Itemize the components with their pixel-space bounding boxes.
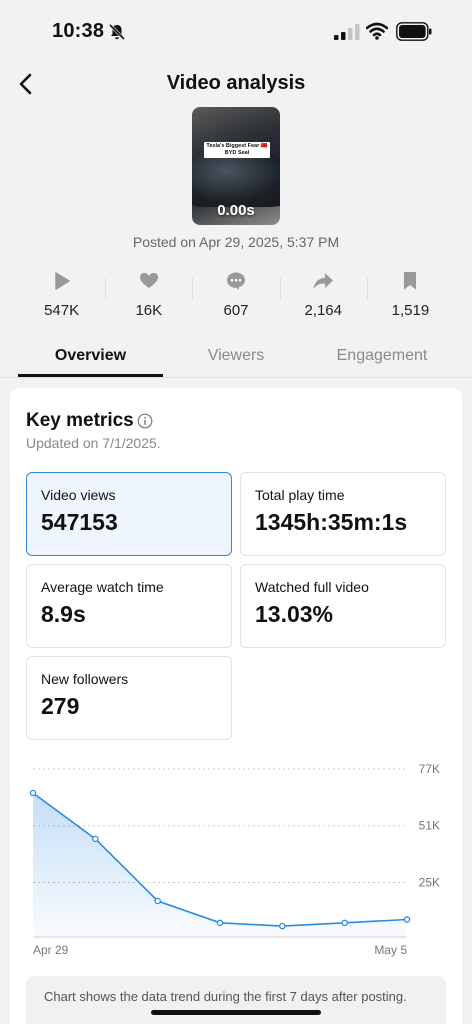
active-tab-indicator <box>18 374 163 377</box>
metric-new-followers[interactable]: New followers 279 <box>26 656 232 740</box>
key-metrics-updated: Updated on 7/1/2025. <box>26 435 161 451</box>
views-trend-chart: 25K 51K 77K Apr 29 May 5 <box>29 762 440 957</box>
metric-watched-full-video[interactable]: Watched full video 13.03% <box>240 564 446 648</box>
bell-off-icon <box>108 23 126 41</box>
metric-label: New followers <box>41 671 129 687</box>
tab-engagement[interactable]: Engagement <box>336 347 428 364</box>
x-tick-label: May 5 <box>374 943 407 957</box>
x-tick-label: Apr 29 <box>33 943 69 957</box>
chart-point <box>403 916 411 923</box>
tab-bar: Overview Viewers Engagement <box>0 334 472 378</box>
chart-point <box>341 919 348 927</box>
status-time: 10:38 <box>52 20 105 42</box>
stat-value: 607 <box>223 302 249 319</box>
y-tick-label: 51K <box>419 819 440 833</box>
stat-likes: 16K <box>105 268 192 324</box>
stat-shares: 2,164 <box>279 268 367 324</box>
chart-point <box>154 897 161 905</box>
navigation-bar: Video analysis <box>0 60 472 108</box>
metric-average-watch-time[interactable]: Average watch time 8.9s <box>26 564 232 648</box>
status-bar: 10:38 <box>0 0 472 60</box>
metric-label: Average watch time <box>41 579 164 595</box>
video-thumbnail[interactable]: Tesla's Biggest Fear 🇨🇳 BYD Seal 0.00s <box>192 107 280 225</box>
metric-value: 279 <box>41 693 80 719</box>
thumbnail-caption: Tesla's Biggest Fear 🇨🇳 BYD Seal <box>204 142 270 158</box>
video-duration: 0.00s <box>217 202 255 219</box>
chart-note: Chart shows the data trend during the fi… <box>26 976 446 1024</box>
chart-area-fill <box>33 793 407 937</box>
home-indicator <box>151 1010 321 1015</box>
stat-value: 1,519 <box>391 302 430 319</box>
metric-video-views[interactable]: Video views 547153 <box>26 472 232 556</box>
metric-label: Watched full video <box>255 579 369 595</box>
play-icon <box>54 272 70 290</box>
stat-saves: 1,519 <box>366 268 454 324</box>
stat-views: 547K <box>18 268 105 324</box>
chevron-left-icon <box>19 73 32 95</box>
stats-row: 547K 16K 607 2,164 1,519 <box>18 268 454 324</box>
posted-date: Posted on Apr 29, 2025, 5:37 PM <box>132 234 340 250</box>
chart-point <box>92 835 99 843</box>
stat-comments: 607 <box>192 268 279 324</box>
bookmark-icon <box>404 272 417 290</box>
tab-viewers[interactable]: Viewers <box>207 347 265 364</box>
stat-value: 547K <box>44 302 80 319</box>
metric-value: 8.9s <box>41 601 86 627</box>
stat-value: 16K <box>135 302 163 319</box>
tab-overview[interactable]: Overview <box>54 347 127 364</box>
share-icon <box>313 273 334 289</box>
chart-point <box>279 922 286 930</box>
back-button[interactable] <box>10 68 42 100</box>
metric-value: 1345h:35m:1s <box>255 509 408 535</box>
heart-icon <box>139 273 158 288</box>
chart-point <box>216 919 224 927</box>
battery-icon <box>396 22 432 41</box>
cellular-signal-icon <box>334 24 360 40</box>
comment-icon <box>227 272 245 290</box>
metric-label: Total play time <box>255 487 345 503</box>
metric-label: Video views <box>41 487 116 503</box>
wifi-icon <box>366 22 388 40</box>
metric-value: 13.03% <box>255 601 334 627</box>
info-icon[interactable] <box>137 413 153 429</box>
page-title: Video analysis <box>166 72 306 94</box>
metric-total-play-time[interactable]: Total play time 1345h:35m:1s <box>240 472 446 556</box>
y-tick-label: 77K <box>419 762 440 776</box>
key-metrics-title: Key metrics <box>26 410 134 431</box>
chart-point <box>29 789 37 797</box>
metric-value: 547153 <box>41 509 118 535</box>
y-tick-label: 25K <box>419 875 440 889</box>
stat-value: 2,164 <box>304 302 342 319</box>
